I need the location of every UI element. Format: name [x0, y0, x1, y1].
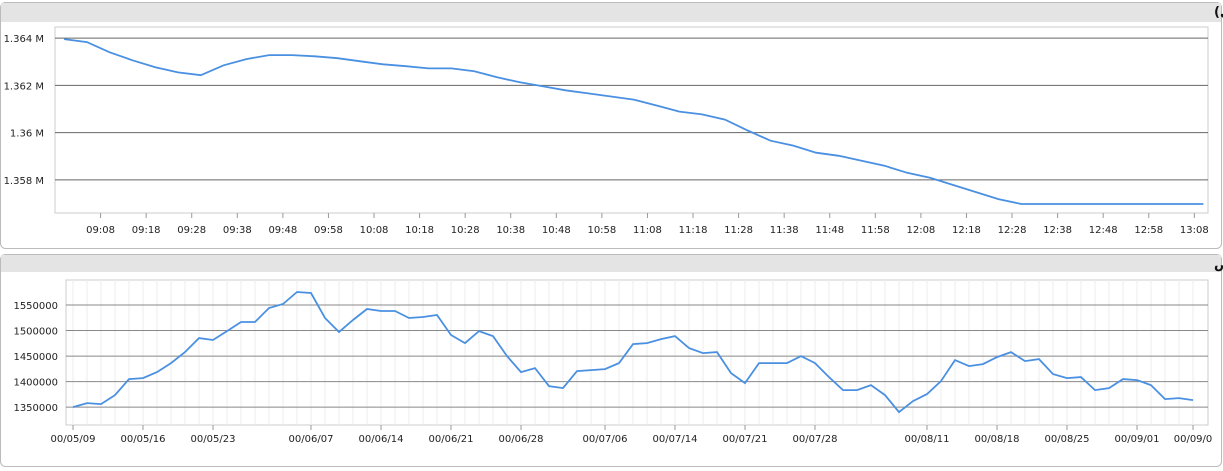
x-tick-label: 12:58	[1134, 225, 1163, 236]
x-tick-label: 10:38	[496, 225, 525, 236]
panel-header	[1, 3, 1221, 22]
chart-title: شاخص کل (آخرین روز معاملاتی)	[1214, 3, 1223, 20]
x-tick-label: 10:28	[451, 225, 480, 236]
y-tick-label: 1.358 M	[4, 176, 44, 187]
chart-title: نمودار شاخص	[1214, 257, 1223, 272]
x-tick-label: 00/06/28	[499, 434, 544, 445]
x-tick-label: 00/07/28	[793, 434, 838, 445]
y-tick-label: 1.36 M	[10, 129, 44, 140]
x-tick-label: 12:08	[906, 225, 935, 236]
x-tick-label: 12:28	[998, 225, 1027, 236]
x-tick-label: 09:08	[86, 225, 115, 236]
y-tick-label: 1500000	[13, 327, 58, 338]
x-tick-label: 00/05/23	[191, 434, 236, 445]
x-tick-label: 12:18	[952, 225, 981, 236]
x-tick-label: 12:38	[1043, 225, 1072, 236]
line	[72, 291, 1194, 414]
x-tick-label: 00/07/14	[653, 434, 698, 445]
x-tick-label: 10:48	[542, 225, 571, 236]
x-tick-label: 00/09/0	[1174, 434, 1213, 445]
x-tick-label: 00/08/18	[975, 434, 1020, 445]
x-tick-label: 11:08	[633, 225, 662, 236]
y-tick-label: 1550000	[13, 301, 58, 312]
plot-area	[54, 26, 1209, 214]
x-tick-label: 10:58	[587, 225, 616, 236]
x-tick-label: 13:08	[1180, 225, 1209, 236]
x-tick-label: 09:58	[314, 225, 343, 236]
y-tick-label: 1400000	[13, 378, 58, 389]
x-tick-label: 09:38	[223, 225, 252, 236]
x-tick-label: 00/08/11	[905, 434, 950, 445]
x-tick-label: 11:38	[770, 225, 799, 236]
x-tick-label: 00/07/21	[723, 434, 768, 445]
x-tick-label: 00/06/07	[289, 434, 334, 445]
x-tick-label: 00/08/25	[1045, 434, 1090, 445]
line	[63, 38, 1204, 205]
x-tick-label: 00/06/21	[429, 434, 474, 445]
x-tick-label: 11:18	[679, 225, 708, 236]
x-tick-label: 11:48	[815, 225, 844, 236]
x-tick-label: 09:28	[177, 225, 206, 236]
y-tick-label: 1350000	[13, 403, 58, 414]
plot-area	[65, 279, 1209, 426]
y-tick-label: 1.362 M	[4, 81, 44, 92]
x-tick-label: 09:48	[268, 225, 297, 236]
x-tick-label: 09:18	[132, 225, 161, 236]
x-tick-label: 00/06/14	[359, 434, 404, 445]
x-tick-label: 11:28	[724, 225, 753, 236]
x-tick-label: 12:48	[1089, 225, 1118, 236]
x-tick-label: 00/05/16	[121, 434, 166, 445]
x-tick-label: 00/09/01	[1115, 434, 1160, 445]
x-tick-label: 00/05/09	[51, 434, 96, 445]
x-tick-label: 11:58	[861, 225, 890, 236]
x-tick-label: 10:18	[405, 225, 434, 236]
x-tick-label: 00/07/06	[583, 434, 628, 445]
y-tick-label: 1.364 M	[4, 34, 44, 45]
y-tick-label: 1450000	[13, 352, 58, 363]
panel-header	[1, 255, 1221, 272]
x-tick-label: 10:08	[360, 225, 389, 236]
